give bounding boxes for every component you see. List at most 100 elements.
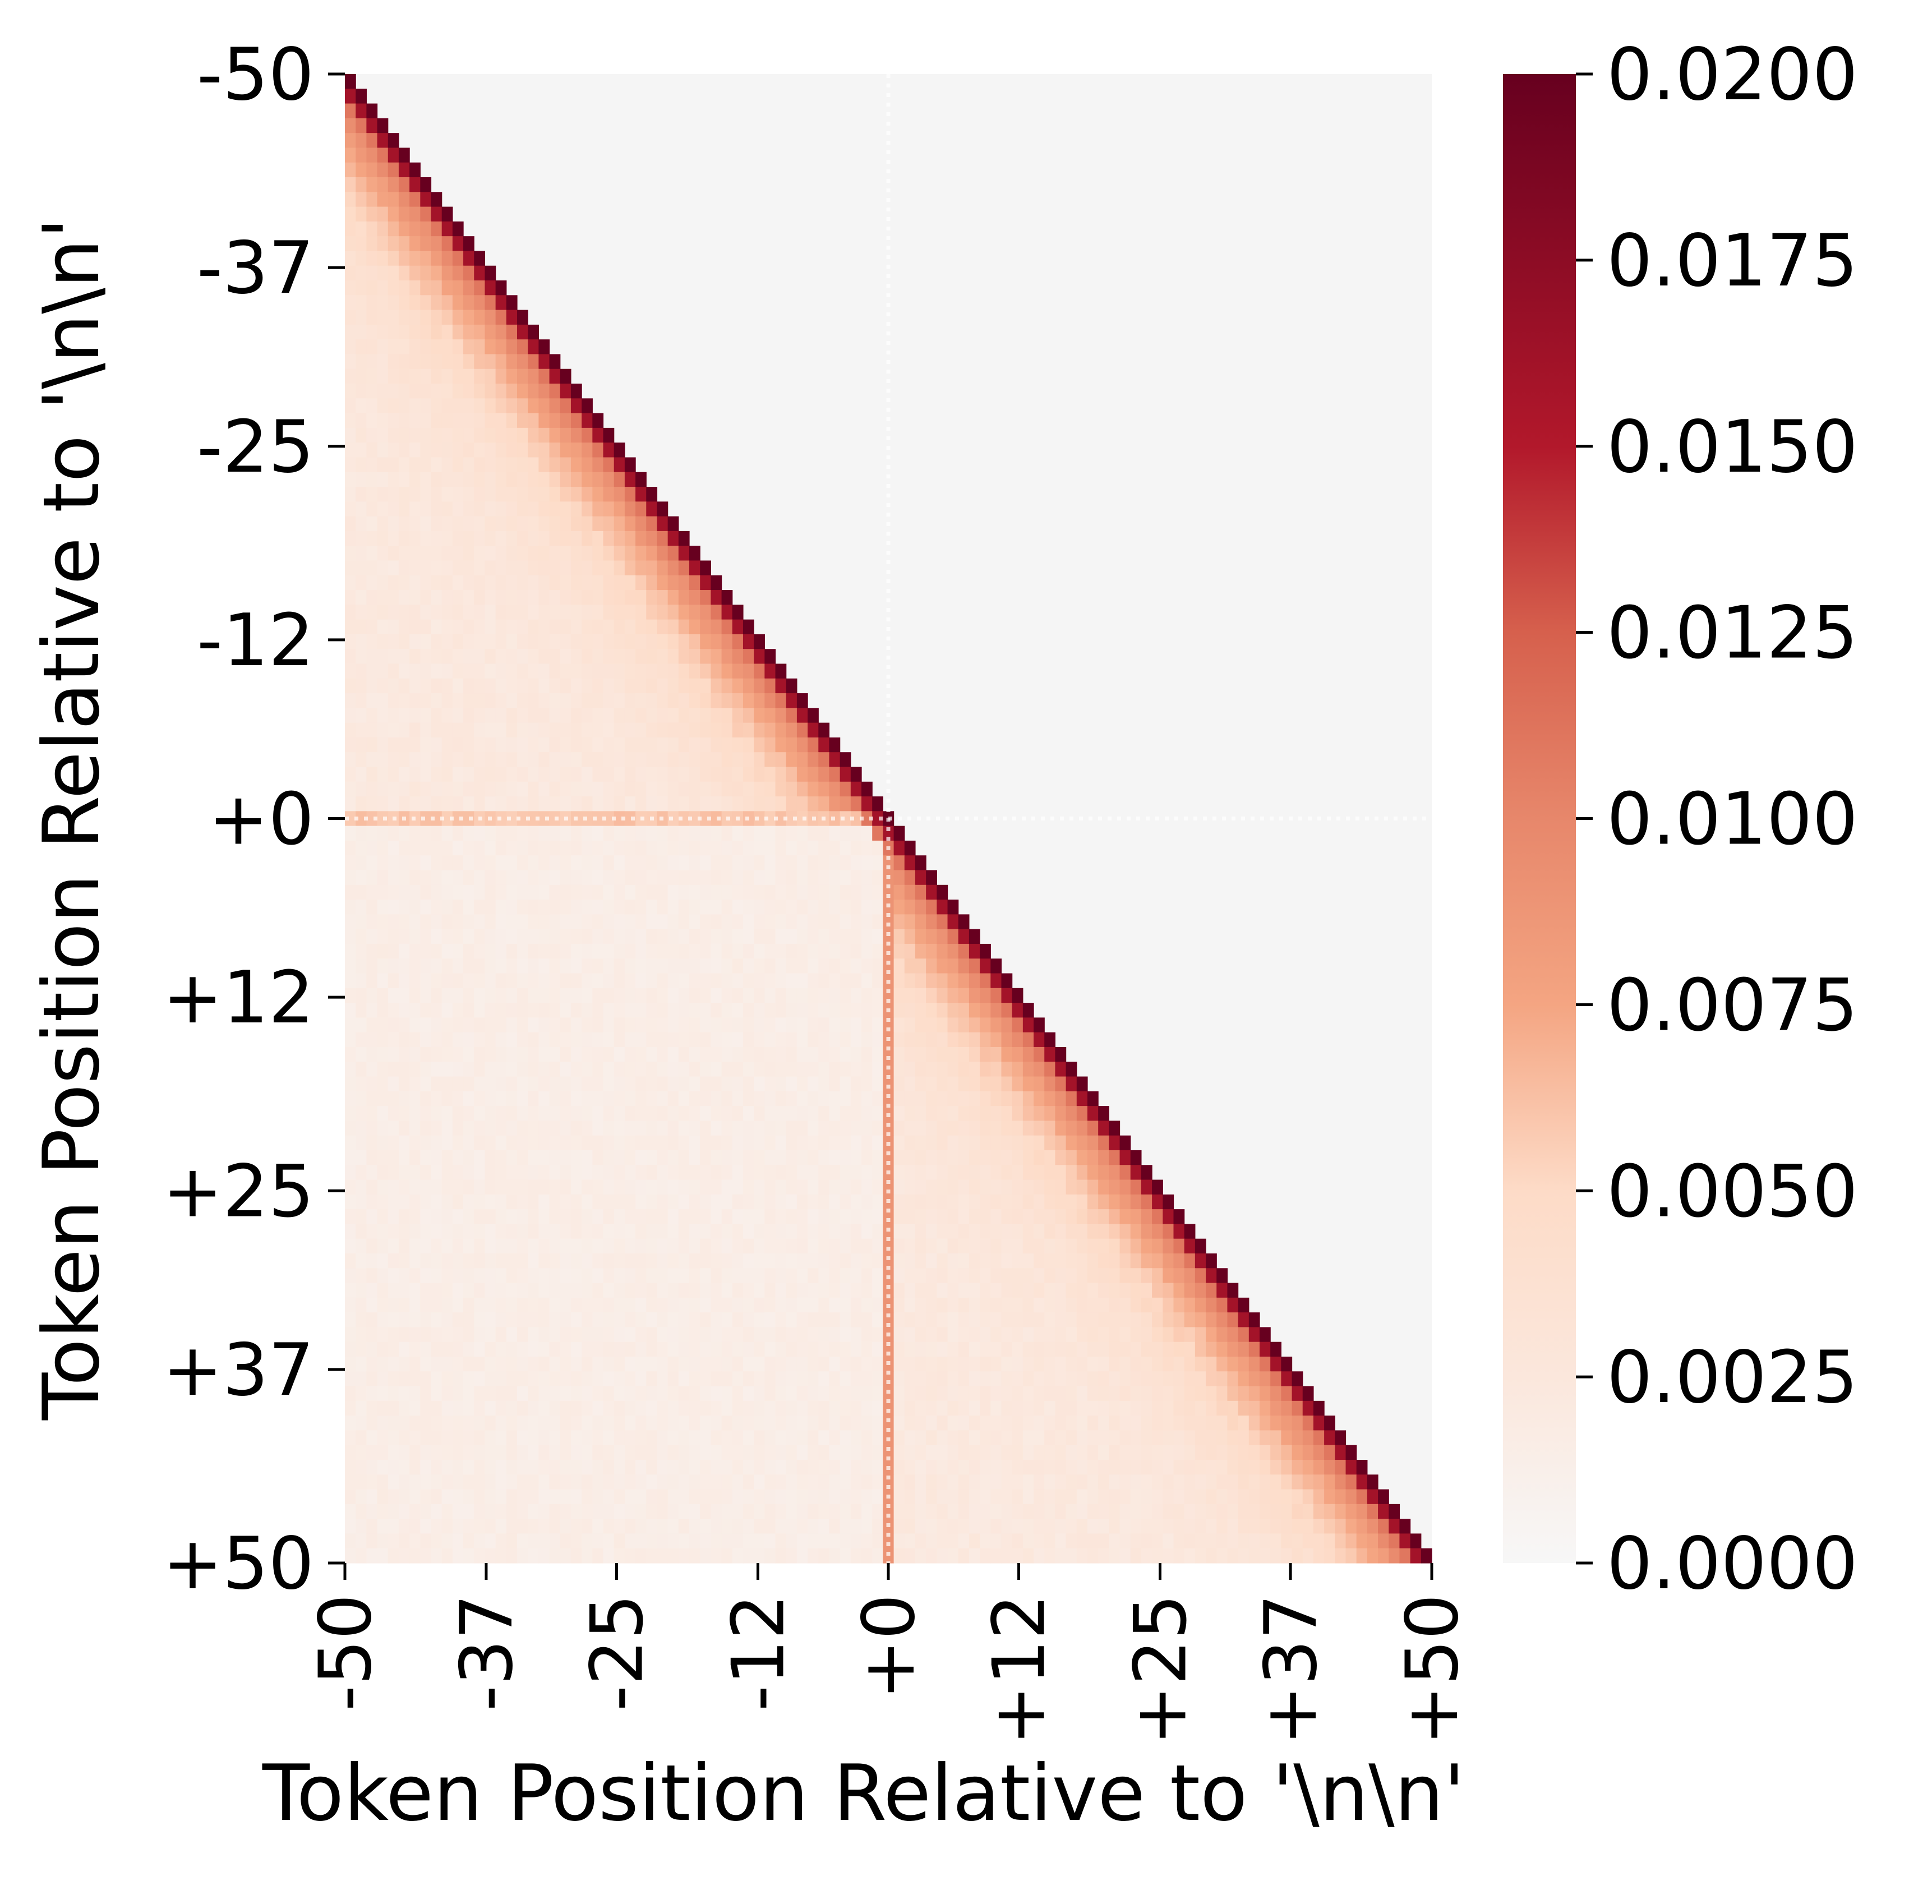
heatmap-cell — [452, 855, 464, 871]
heatmap-cell — [366, 1194, 378, 1210]
heatmap-cell — [796, 1327, 808, 1343]
heatmap-cell — [732, 1032, 744, 1048]
heatmap-cell — [603, 1356, 615, 1372]
heatmap-cell — [829, 1327, 841, 1343]
heatmap-cell — [958, 1238, 970, 1254]
heatmap-cell — [506, 546, 518, 561]
heatmap-cell — [1034, 1135, 1045, 1151]
heatmap-cell — [560, 826, 571, 841]
heatmap-cell — [915, 973, 926, 989]
heatmap-cell — [947, 1135, 959, 1151]
heatmap-cell — [463, 855, 474, 871]
heatmap-cell — [506, 368, 518, 384]
heatmap-cell — [840, 1076, 851, 1092]
heatmap-cell — [764, 811, 776, 827]
heatmap-cell — [1227, 1504, 1239, 1519]
heatmap-cell — [732, 1150, 744, 1165]
heatmap-cell — [786, 781, 797, 797]
heatmap-cell — [366, 840, 378, 856]
heatmap-cell — [366, 767, 378, 782]
heatmap-cell — [1335, 1474, 1347, 1490]
heatmap-cell — [495, 1533, 507, 1549]
heatmap-cell — [506, 1209, 518, 1224]
heatmap-cell — [474, 1445, 486, 1460]
heatmap-cell — [872, 900, 884, 915]
heatmap-cell — [463, 1076, 474, 1092]
heatmap-cell — [1206, 1297, 1217, 1313]
heatmap-cell — [345, 678, 356, 694]
heatmap-cell — [926, 1062, 937, 1077]
heatmap-cell — [808, 1091, 819, 1107]
heatmap-cell — [366, 575, 378, 591]
heatmap-cell — [1076, 1253, 1088, 1269]
heatmap-cell — [667, 1194, 679, 1210]
heatmap-cell — [409, 590, 421, 605]
heatmap-cell — [700, 575, 711, 591]
heatmap-cell — [646, 1327, 658, 1343]
heatmap-cell — [861, 1046, 873, 1062]
heatmap-cell — [678, 988, 690, 1003]
heatmap-cell — [667, 1091, 679, 1107]
heatmap-cell — [388, 663, 399, 679]
heatmap-cell — [517, 796, 528, 812]
heatmap-cell — [732, 914, 744, 930]
heatmap-cell — [506, 1489, 518, 1505]
heatmap-cell — [495, 1224, 507, 1239]
heatmap-cell — [409, 442, 421, 458]
heatmap-cell — [463, 649, 474, 665]
heatmap-cell — [517, 575, 528, 591]
heatmap-cell — [388, 310, 399, 325]
heatmap-cell — [582, 1533, 593, 1549]
heatmap-cell — [796, 1430, 808, 1446]
heatmap-cell — [506, 870, 518, 886]
heatmap-cell — [711, 1459, 722, 1475]
heatmap-cell — [689, 1312, 700, 1328]
heatmap-cell — [441, 1400, 453, 1416]
heatmap-cell — [678, 1253, 690, 1269]
heatmap-cell — [474, 693, 486, 708]
heatmap-cell — [366, 1430, 378, 1446]
heatmap-cell — [915, 1003, 926, 1018]
heatmap-cell — [452, 1474, 464, 1490]
heatmap-cell — [474, 442, 486, 458]
heatmap-cell — [1109, 1519, 1121, 1534]
heatmap-cell — [1292, 1504, 1303, 1519]
heatmap-cell — [409, 295, 421, 311]
heatmap-cell — [915, 1386, 926, 1402]
heatmap-cell — [840, 1371, 851, 1387]
heatmap-cell — [366, 295, 378, 311]
heatmap-cell — [431, 295, 442, 311]
heatmap-cell — [947, 1017, 959, 1033]
heatmap-cell — [463, 958, 474, 974]
heatmap-cell — [495, 472, 507, 487]
heatmap-cell — [829, 943, 841, 959]
heatmap-cell — [678, 826, 690, 841]
heatmap-cell — [667, 663, 679, 679]
heatmap-cell — [796, 1519, 808, 1534]
heatmap-cell — [657, 722, 668, 738]
heatmap-cell — [1076, 1400, 1088, 1416]
heatmap-cell — [517, 1489, 528, 1505]
heatmap-cell — [366, 1106, 378, 1121]
heatmap-cell — [958, 1062, 970, 1077]
heatmap-cell — [582, 722, 593, 738]
heatmap-cell — [614, 929, 625, 944]
heatmap-cell — [1087, 1297, 1099, 1313]
heatmap-cell — [614, 943, 625, 959]
heatmap-cell — [549, 546, 561, 561]
heatmap-cell — [1087, 1224, 1099, 1239]
heatmap-cell — [990, 1179, 1002, 1195]
heatmap-cell — [850, 1386, 862, 1402]
heatmap-cell — [366, 457, 378, 473]
heatmap-cell — [506, 943, 518, 959]
heatmap-cell — [409, 427, 421, 443]
heatmap-cell — [743, 663, 754, 679]
heatmap-cell — [345, 1076, 356, 1092]
heatmap-cell — [980, 1400, 991, 1416]
heatmap-cell — [1022, 1150, 1034, 1165]
heatmap-cell — [1335, 1489, 1347, 1505]
heatmap-cell — [1238, 1519, 1249, 1534]
heatmap-cell — [667, 619, 679, 635]
heatmap-cell — [990, 1445, 1002, 1460]
heatmap-cell — [883, 1504, 894, 1519]
